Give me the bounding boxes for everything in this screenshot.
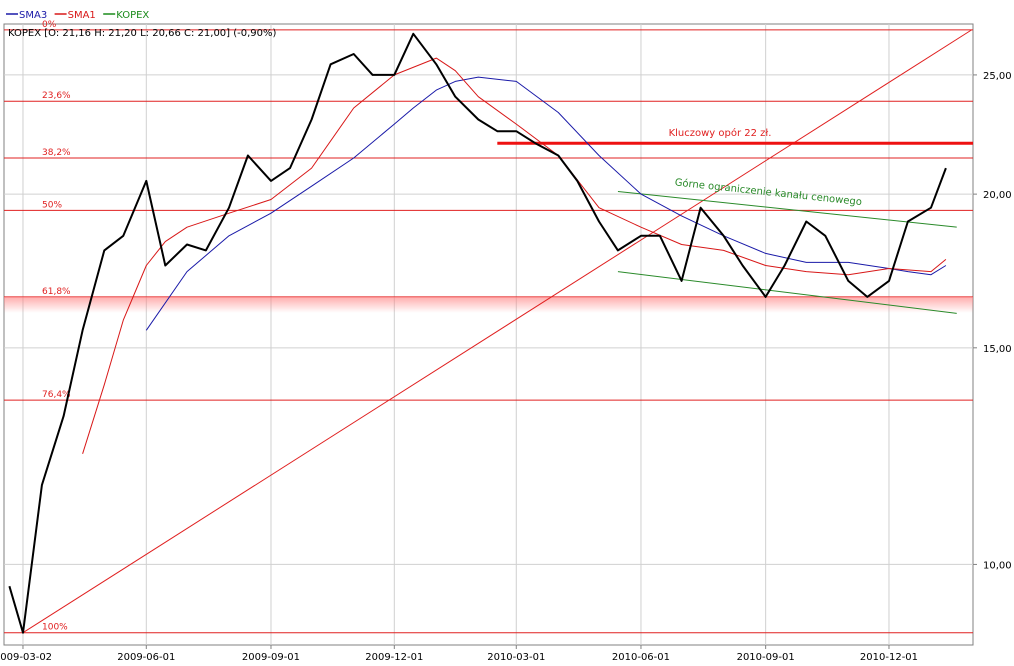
fib-level-label: 23,6% <box>42 91 71 101</box>
y-tick-label: 25,00 <box>983 71 1012 82</box>
x-tick-label: 2010-03-01 <box>487 652 545 663</box>
legend-entry: SMA3 <box>19 10 47 21</box>
grid <box>3 23 974 646</box>
y-tick-label: 15,00 <box>983 344 1012 355</box>
y-tick-label: 10,00 <box>983 560 1012 571</box>
x-tick-label: 2009-09-01 <box>242 652 300 663</box>
x-tick-label: 2010-09-01 <box>737 652 795 663</box>
series <box>8 32 947 634</box>
fib-level-label: 100% <box>42 623 68 633</box>
fib-level-label: 38,2% <box>42 148 71 158</box>
channel-lower-line <box>617 271 957 314</box>
annotation-lines: Kluczowy opór 22 zł. Górne ograniczenie k… <box>22 29 973 634</box>
x-tick-label: 2009-03-02 <box>0 652 52 663</box>
price-line <box>8 32 947 634</box>
x-tick-label: 2010-12-01 <box>860 652 918 663</box>
fib-level-label: 61,8% <box>42 287 71 297</box>
legend-entry: SMA1 <box>68 10 96 21</box>
plot-frame <box>3 23 974 646</box>
fib-level-label: 50% <box>42 200 62 210</box>
fibonacci-levels: 0% 23,6% 38,2% 50% 61,8% 76,4% 100% <box>4 20 973 634</box>
info-readout: KOPEX [O: 21,16 H: 21,20 L: 20,66 C: 21,… <box>8 28 277 39</box>
x-tick-label: 2009-06-01 <box>117 652 175 663</box>
channel-label: Górne ograniczenie kanału cenowego <box>674 176 862 208</box>
x-tick-label: 2010-06-01 <box>612 652 670 663</box>
fib-level-label: 0% <box>42 20 57 30</box>
sma3-line <box>145 76 947 331</box>
resistance-label: Kluczowy opór 22 zł. <box>669 127 772 139</box>
sma1-line <box>82 57 947 454</box>
trend-line <box>22 29 972 634</box>
channel-upper-line <box>617 190 957 228</box>
x-tick-label: 2009-12-01 <box>365 652 423 663</box>
fib-level-label: 76,4% <box>42 390 71 400</box>
axes: 2009-03-02 2009-06-01 2009-09-01 2009-12-01… <box>0 28 1012 663</box>
legend-entry: KOPEX <box>116 10 149 21</box>
legend: SMA3 SMA1 KOPEX <box>6 10 149 21</box>
fib-zone <box>4 296 973 313</box>
y-tick-label: 20,00 <box>983 190 1012 201</box>
